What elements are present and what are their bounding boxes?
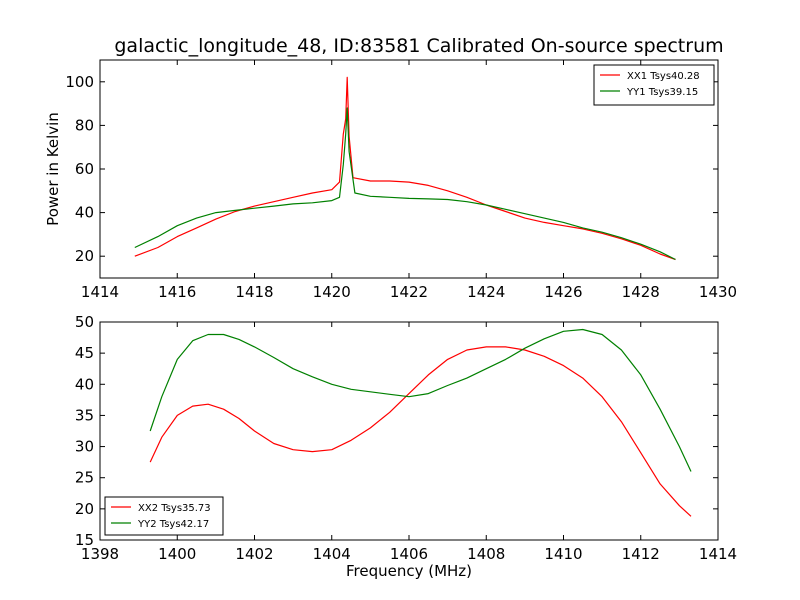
x-tick-label: 1418: [235, 283, 273, 301]
x-tick-label: 1430: [699, 283, 737, 301]
y-tick-label: 100: [65, 73, 94, 91]
x-tick-label: 1404: [313, 545, 351, 563]
legend: XX1 Tsys40.28 YY1 Tsys39.15: [593, 64, 715, 106]
y-tick-label: 20: [75, 500, 94, 518]
x-tick-label: 1402: [235, 545, 273, 563]
x-tick-label: 1406: [390, 545, 428, 563]
chart-1: 1414 1416 1418 1420 1422 1424 1426 1428 1430 20 40…: [44, 35, 737, 301]
legend-box: [104, 496, 224, 536]
x-tick-label: 1426: [544, 283, 582, 301]
legend: XX2 Tsys35.73 YY2 Tsys42.17: [104, 496, 224, 536]
x-tick-label: 1420: [313, 283, 351, 301]
x-tick-label: 1424: [467, 283, 505, 301]
x-tick-label: 1414: [81, 283, 119, 301]
legend-box: [593, 64, 715, 106]
y-tick-label: 45: [75, 344, 94, 362]
series-line-2: [134, 107, 676, 261]
y-tick-label: 40: [75, 204, 94, 222]
y-tick-label: 60: [75, 160, 94, 178]
series-line-1: [149, 346, 692, 517]
y-tick-label: 30: [75, 438, 94, 456]
x-tick-label: 1410: [544, 545, 582, 563]
charts: 1414 1416 1418 1420 1422 1424 1426 1428 1430 20 40…: [44, 35, 737, 580]
y-tick-label: 25: [75, 469, 94, 487]
y-tick-label: 50: [75, 313, 94, 331]
x-tick-label: 1428: [622, 283, 660, 301]
y-tick-label: 15: [75, 531, 94, 549]
y-tick-label: 20: [75, 247, 94, 265]
chart-2: 1398 1400 1402 1404 1406 1408 1410 1412 1414 15 20…: [75, 313, 737, 580]
y-tick-label: 80: [75, 116, 94, 134]
x-tick-label: 1408: [467, 545, 505, 563]
x-tick-label: 1412: [622, 545, 660, 563]
series-line-2: [149, 328, 692, 472]
y-tick-label: 40: [75, 375, 94, 393]
legend-label: XX1 Tsys40.28: [627, 71, 700, 82]
x-tick-label: 1414: [699, 545, 737, 563]
legend-label: XX2 Tsys35.73: [138, 503, 211, 514]
x-tick-label: 1398: [81, 545, 119, 563]
x-tick-label: 1422: [390, 283, 428, 301]
x-axis-label: Frequency (MHz): [346, 562, 472, 580]
y-tick-label: 35: [75, 406, 94, 424]
x-tick-label: 1416: [158, 283, 196, 301]
legend-label: YY1 Tsys39.15: [626, 87, 698, 98]
x-tick-label: 1400: [158, 545, 196, 563]
chart-title: galactic_longitude_48, ID:83581 Calibrat…: [114, 35, 723, 57]
y-axis-label: Power in Kelvin: [44, 112, 62, 226]
legend-label: YY2 Tsys42.17: [137, 519, 209, 530]
